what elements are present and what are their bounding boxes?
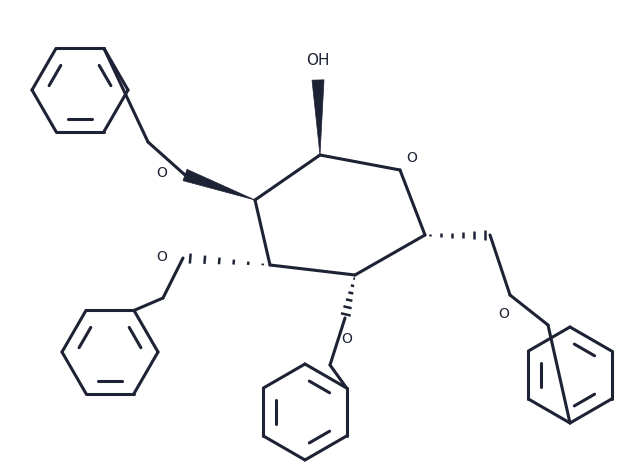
Text: O: O [156, 166, 167, 180]
Text: O: O [342, 332, 353, 346]
Text: O: O [406, 151, 417, 165]
Text: OH: OH [307, 53, 330, 68]
Polygon shape [312, 80, 324, 155]
Text: O: O [156, 250, 167, 264]
Text: O: O [499, 307, 509, 321]
Polygon shape [183, 169, 255, 200]
